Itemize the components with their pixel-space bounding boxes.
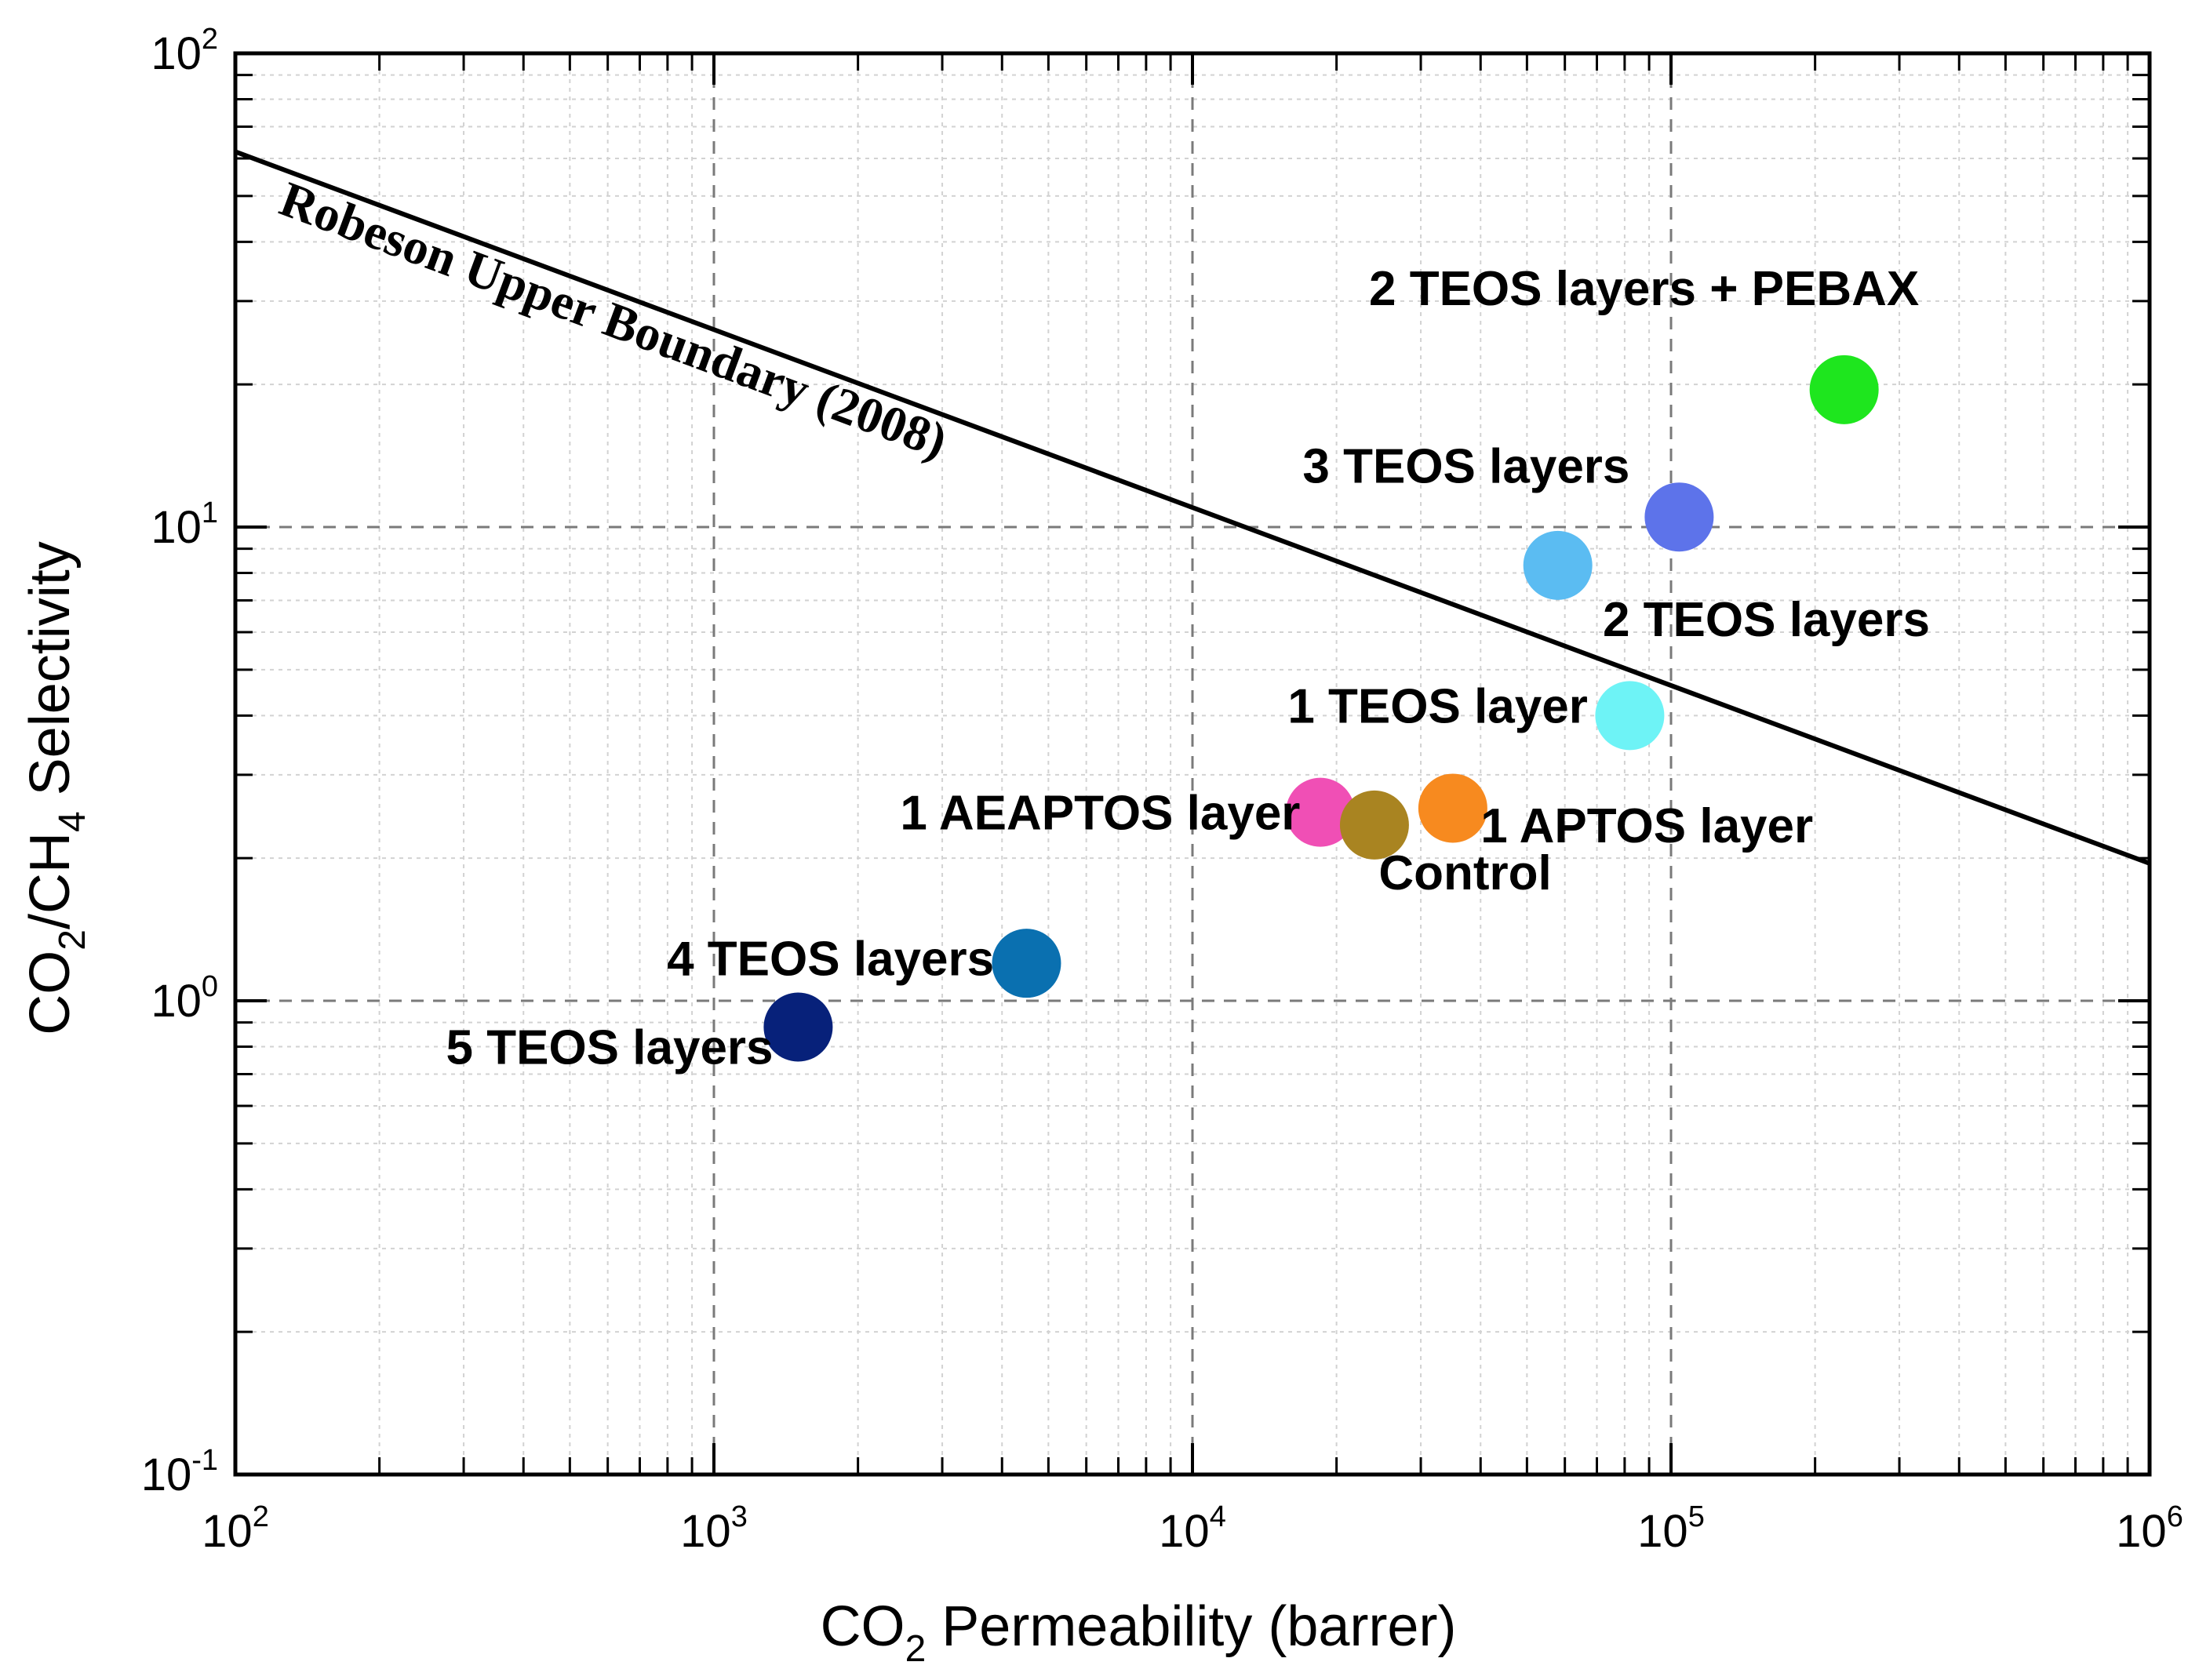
data-point-label: 1 APTOS layer [1480, 799, 1813, 853]
x-tick-label: 104 [1159, 1500, 1226, 1557]
x-tick-label: 106 [2116, 1500, 2183, 1557]
y-axis-title-s1: 2 [52, 929, 93, 951]
major-gridlines [235, 53, 2150, 1475]
x-axis-title-main: CO [821, 1595, 905, 1658]
data-point-label: 5 TEOS layers [446, 1021, 774, 1075]
point-labels: 2 TEOS layers + PEBAX 3 TEOS layers 2 TEOS… [446, 262, 1930, 1075]
data-point [992, 929, 1061, 998]
data-point [1285, 777, 1355, 847]
x-tick-label: 102 [202, 1500, 269, 1557]
data-point [1595, 681, 1665, 751]
data-point [1418, 773, 1487, 843]
data-point-label: 2 TEOS layers [1603, 593, 1930, 647]
data-point [1644, 482, 1714, 552]
x-axis-title: CO2 Permeability (barrer) [821, 1595, 1457, 1670]
data-point [1339, 790, 1409, 860]
y-axis-title-p1: CO [19, 951, 82, 1035]
data-point-label: 4 TEOS layers [667, 933, 994, 987]
minor-gridlines [235, 53, 2150, 1475]
x-axis-title-rest: Permeability (barrer) [926, 1595, 1456, 1658]
data-point-label: 2 TEOS layers + PEBAX [1369, 262, 1919, 316]
data-point [1809, 355, 1879, 424]
data-point-label: 3 TEOS layers [1302, 439, 1629, 493]
y-axis-title-p3: Selectivity [19, 541, 82, 811]
tick-labels: 102 103 104 105 106 10-1 100 101 102 [141, 23, 2183, 1557]
upper-boundary-line [234, 149, 2151, 866]
x-tick-label: 105 [1637, 1500, 1705, 1557]
data-point [1523, 530, 1593, 600]
y-axis-title: CO2/CH4 Selectivity [19, 541, 93, 1035]
y-axis-title-p2: /CH [19, 832, 82, 929]
axis-ticks [234, 52, 2151, 1476]
data-point-label: 1 AEAPTOS layer [900, 787, 1300, 841]
data-point-label: 1 TEOS layer [1287, 680, 1588, 734]
y-tick-label: 102 [151, 23, 218, 79]
y-tick-label: 10-1 [141, 1444, 218, 1500]
data-points [763, 355, 1879, 1062]
x-tick-label: 103 [680, 1500, 748, 1557]
y-tick-label: 100 [151, 970, 218, 1027]
y-tick-label: 101 [151, 496, 218, 553]
y-axis-title-s2: 4 [52, 811, 93, 832]
data-point [763, 992, 833, 1062]
data-point-label: Control [1378, 846, 1551, 900]
x-axis-title-sub: 2 [905, 1628, 927, 1670]
